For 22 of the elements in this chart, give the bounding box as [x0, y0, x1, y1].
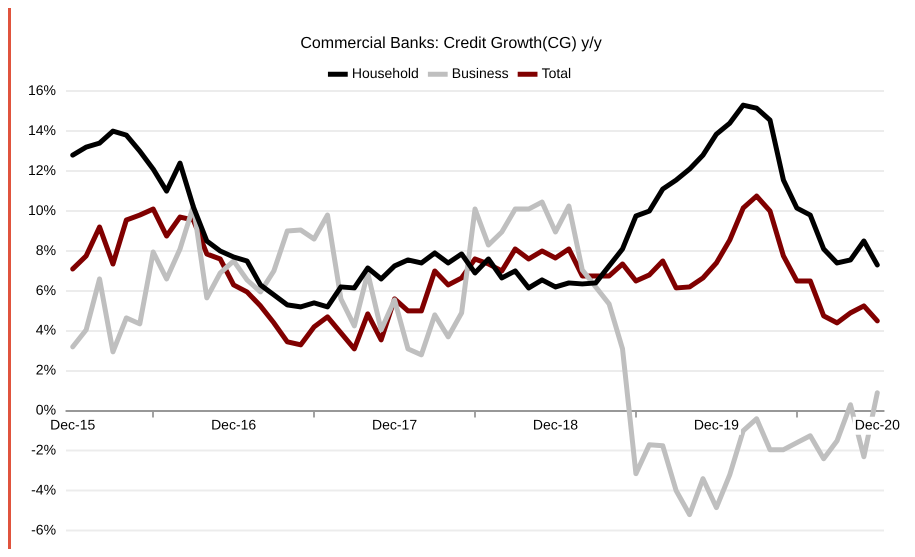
x-tick-label: Dec-16: [211, 416, 256, 433]
y-tick-label: -2%: [31, 442, 56, 458]
x-tick-label: Dec-17: [372, 416, 418, 433]
y-tick-label: 4%: [36, 322, 56, 338]
x-tick-label: Dec-18: [532, 416, 578, 433]
y-tick-label: 14%: [28, 122, 56, 138]
y-tick-label: 10%: [28, 202, 56, 218]
y-tick-label: -4%: [31, 482, 56, 498]
y-tick-label: 12%: [28, 162, 56, 178]
x-tick-label: Dec-20: [854, 416, 900, 433]
legend-label: Household: [352, 65, 419, 82]
chart-title: Commercial Banks: Credit Growth(CG) y/y: [300, 35, 602, 52]
y-tick-label: 6%: [36, 282, 56, 298]
x-tick-label: Dec-15: [50, 416, 96, 433]
legend-label: Total: [542, 65, 572, 82]
y-tick-label: 8%: [36, 242, 56, 258]
legend-label: Business: [452, 65, 509, 82]
y-tick-label: -6%: [31, 521, 56, 538]
y-tick-label: 2%: [36, 362, 56, 378]
x-tick-label: Dec-19: [694, 416, 740, 433]
y-tick-label: 16%: [28, 82, 56, 98]
y-tick-label: 0%: [36, 402, 56, 418]
